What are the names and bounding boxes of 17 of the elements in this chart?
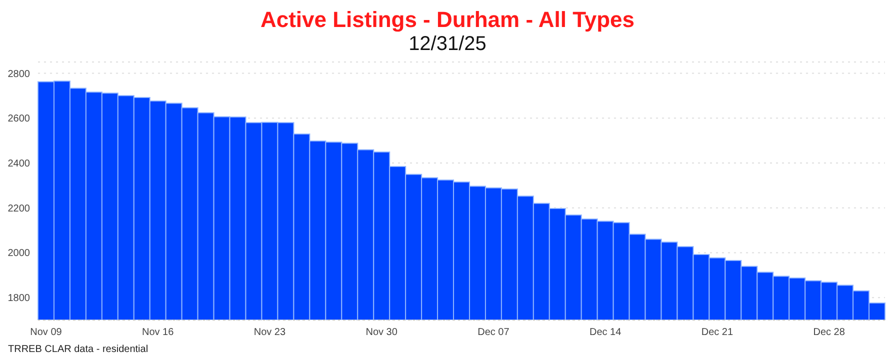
y-tick-label: 2600 xyxy=(8,114,30,125)
x-tick-label: Dec 21 xyxy=(701,327,734,338)
x-tick-label: Dec 14 xyxy=(589,327,622,338)
x-tick-label: Nov 23 xyxy=(254,327,286,338)
chart-subtitle: 12/31/25 xyxy=(408,32,488,56)
chart-title: Active Listings - Durham - All Types xyxy=(259,7,636,32)
y-tick-label: 2200 xyxy=(8,203,30,214)
y-tick-label: 2400 xyxy=(8,158,30,170)
x-tick-label: Dec 28 xyxy=(813,327,846,338)
y-tick-label: 1800 xyxy=(8,293,30,304)
y-tick-label: 2000 xyxy=(8,248,30,260)
x-tick-label: Nov 30 xyxy=(366,327,398,338)
x-tick-label: Nov 09 xyxy=(30,327,62,338)
x-tick-label: Nov 16 xyxy=(142,327,174,338)
x-tick-label: Dec 07 xyxy=(478,327,510,338)
y-tick-label: 2800 xyxy=(8,68,30,80)
text: TRREB CLAR data - residential xyxy=(8,344,150,355)
